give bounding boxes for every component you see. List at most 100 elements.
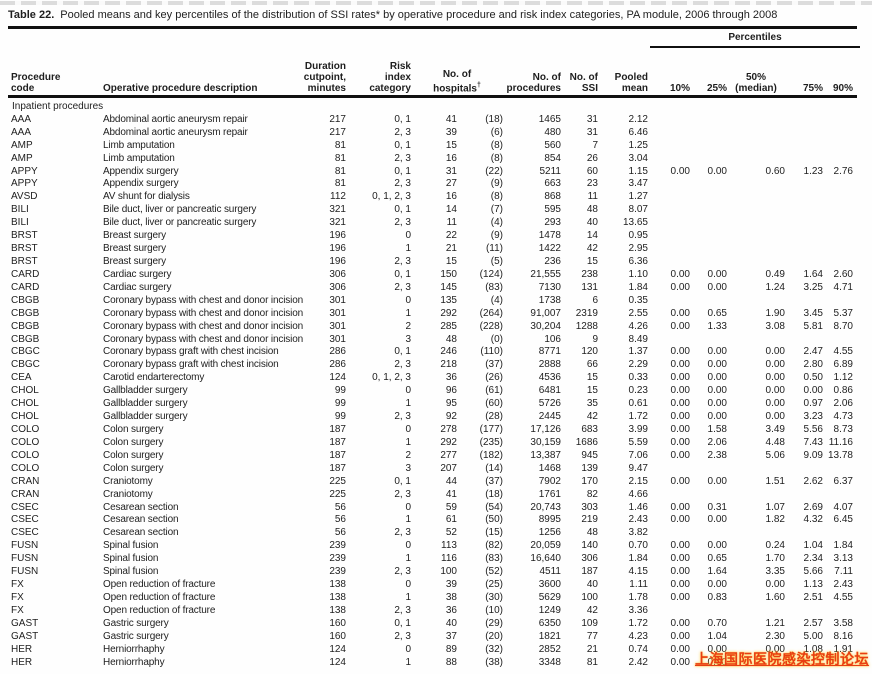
- cell-code: CBGB: [11, 320, 40, 332]
- cell-p90: 8.70: [833, 320, 853, 332]
- cell-duration: 306: [329, 281, 346, 293]
- cell-risk: 0, 1: [394, 268, 411, 280]
- cell-procedures: 2888: [538, 359, 561, 371]
- cell-code: CARD: [11, 281, 40, 293]
- cell-hospitals-paren: (9): [490, 230, 503, 242]
- cell-p50-median: 3.08: [765, 320, 785, 332]
- cell-ssi: 15: [586, 385, 598, 397]
- cell-risk: 2, 3: [394, 217, 411, 229]
- rule-below-title: [8, 26, 857, 29]
- cell-ssi: 81: [586, 656, 598, 668]
- cell-pooled-mean: 0.35: [628, 294, 648, 306]
- cell-ssi: 170: [581, 475, 598, 487]
- cell-hospitals: 285: [440, 320, 457, 332]
- cell-p75: 0.50: [803, 372, 823, 384]
- cell-procedures: 20,743: [530, 501, 561, 513]
- cell-p25: 0.00: [707, 514, 727, 526]
- cell-ssi: 60: [586, 165, 598, 177]
- table-row: CBGB Coronary bypass with chest and donor…: [8, 294, 853, 307]
- cell-pooled-mean: 2.29: [628, 359, 648, 371]
- cell-hospitals-paren: (60): [485, 398, 503, 410]
- cell-duration: 239: [329, 566, 346, 578]
- cell-pooled-mean: 1.72: [628, 617, 648, 629]
- cell-hospitals-paren: (25): [485, 579, 503, 591]
- table-row: BILI Bile duct, liver or pancreatic surge…: [8, 216, 853, 229]
- cell-p90: 4.71: [833, 281, 853, 293]
- cell-description: Cesarean section: [103, 514, 179, 526]
- cell-hospitals: 22: [445, 230, 457, 242]
- cell-hospitals: 36: [445, 372, 457, 384]
- cell-hospitals: 39: [445, 126, 457, 138]
- cell-p75: 1.64: [803, 268, 823, 280]
- cell-risk: 1: [405, 307, 411, 319]
- cell-procedures: 5629: [538, 591, 561, 603]
- cell-p25: 0.00: [707, 385, 727, 397]
- cell-p10: 0.00: [670, 540, 690, 552]
- cell-p25: 0.65: [707, 553, 727, 565]
- cell-hospitals: 292: [440, 436, 457, 448]
- cell-code: CHOL: [11, 398, 39, 410]
- cell-duration: 138: [329, 591, 346, 603]
- cell-hospitals: 278: [440, 424, 457, 435]
- table-row: CBGB Coronary bypass with chest and donor…: [8, 307, 853, 320]
- cell-code: HER: [11, 643, 33, 655]
- cell-pooled-mean: 1.27: [628, 191, 648, 203]
- cell-hospitals-paren: (18): [485, 488, 503, 500]
- cell-p50-median: 1.90: [765, 307, 785, 319]
- cell-hospitals-paren: (8): [490, 191, 503, 203]
- cell-p10: 0.00: [670, 579, 690, 591]
- cell-ssi: 139: [581, 462, 598, 474]
- cell-hospitals-paren: (32): [485, 643, 503, 655]
- cell-hospitals: 246: [440, 346, 457, 358]
- cell-hospitals: 15: [445, 139, 457, 151]
- percentiles-spanner-rule: [650, 46, 860, 48]
- cell-hospitals: 14: [445, 204, 457, 216]
- cell-duration: 56: [334, 527, 346, 539]
- cell-risk: 0: [405, 385, 411, 397]
- cell-pooled-mean: 0.95: [628, 230, 648, 242]
- cell-procedures: 16,640: [530, 553, 561, 565]
- cell-ssi: 131: [581, 281, 598, 293]
- cell-risk: 2: [405, 449, 411, 461]
- dagger-footnote-marker: †: [477, 81, 481, 89]
- cell-pooled-mean: 2.12: [628, 113, 648, 125]
- cell-p10: 0.00: [670, 385, 690, 397]
- cell-pooled-mean: 1.78: [628, 591, 648, 603]
- cell-duration: 239: [329, 540, 346, 552]
- cell-pooled-mean: 1.10: [628, 268, 648, 280]
- cell-hospitals: 11: [446, 217, 457, 229]
- cell-p10: 0.00: [670, 656, 690, 668]
- cell-hospitals-paren: (0): [490, 333, 503, 345]
- cell-p90: 8.16: [833, 630, 853, 642]
- cell-p25: 0.00: [707, 359, 727, 371]
- cell-duration: 160: [329, 617, 346, 629]
- table-row: AVSD AV shunt for dialysis 112 0, 1, 2, 3 16…: [8, 190, 853, 203]
- cell-code: BRST: [11, 230, 38, 242]
- cell-pooled-mean: 0.74: [628, 643, 648, 655]
- cell-pooled-mean: 4.15: [628, 566, 648, 578]
- col-header-hospitals: No. of hospitals†: [411, 69, 503, 94]
- cell-code: FX: [11, 604, 24, 616]
- col-header-risk-index: Risk index category: [369, 61, 411, 94]
- table-row: FUSN Spinal fusion 239 2, 3 100 (52) 4511 187 4.…: [8, 565, 853, 578]
- cell-procedures: 7130: [538, 281, 561, 293]
- cell-p25: 0.00: [707, 398, 727, 410]
- cell-ssi: 100: [581, 591, 598, 603]
- table-row: CBGC Coronary bypass graft with chest inc…: [8, 358, 853, 371]
- cell-ssi: 303: [581, 501, 598, 513]
- cell-procedures: 854: [544, 152, 561, 164]
- cell-code: COLO: [11, 424, 40, 435]
- cell-risk: 2, 3: [394, 126, 411, 138]
- cell-code: GAST: [11, 630, 39, 642]
- cell-description: Spinal fusion: [103, 540, 159, 552]
- col-header-p90: 90%: [832, 83, 853, 94]
- cell-p25: 0.00: [707, 268, 727, 280]
- cell-duration: 286: [329, 359, 346, 371]
- cell-hospitals-paren: (37): [485, 359, 503, 371]
- table-row: BRST Breast surgery 196 0 22 (9) 1478 14 0.95: [8, 229, 853, 242]
- cell-p90: 1.84: [833, 540, 853, 552]
- cell-hospitals-paren: (20): [485, 630, 503, 642]
- table-caption: Pooled means and key percentiles of the …: [60, 9, 778, 21]
- cell-hospitals-paren: (22): [485, 165, 503, 177]
